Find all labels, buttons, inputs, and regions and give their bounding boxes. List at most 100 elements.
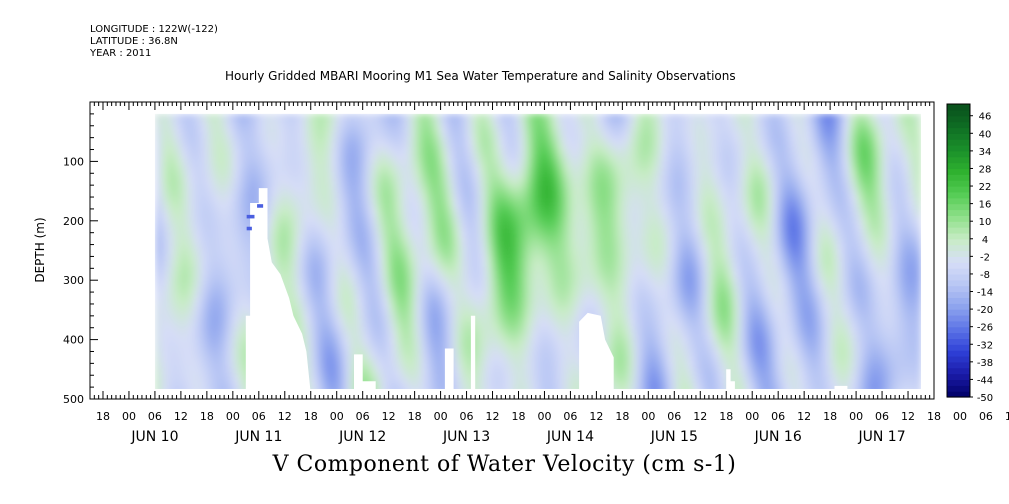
heatmap-cell: [343, 370, 351, 376]
heatmap-cell: [635, 332, 643, 338]
heatmap-cell: [531, 351, 539, 357]
heatmap-cell: [226, 204, 234, 210]
heatmap-cell: [239, 308, 247, 315]
heatmap-cell: [310, 185, 318, 191]
heatmap-cell: [219, 194, 227, 201]
heatmap-cell: [680, 341, 688, 348]
heatmap-cell: [544, 327, 552, 334]
heatmap-cell: [466, 289, 474, 296]
heatmap-cell: [557, 170, 565, 177]
heatmap-cell: [512, 161, 520, 167]
heatmap-cell: [310, 261, 318, 267]
heatmap-cell: [589, 294, 597, 300]
heatmap-cell: [505, 284, 513, 291]
heatmap-cell: [531, 327, 539, 334]
heatmap-cell: [537, 275, 546, 281]
heatmap-cell: [550, 318, 559, 324]
heatmap-cell: [278, 208, 286, 215]
heatmap-cell: [661, 303, 669, 310]
heatmap-cell: [388, 332, 396, 338]
heatmap-cell: [200, 227, 208, 234]
heatmap-cell: [492, 175, 500, 182]
heatmap-cell: [323, 275, 331, 281]
heatmap-cell: [654, 256, 662, 262]
heatmap-cell: [154, 356, 163, 362]
heatmap-cell: [453, 360, 461, 367]
heatmap-cell: [421, 246, 429, 253]
heatmap-cell: [615, 213, 623, 220]
heatmap-cell: [680, 384, 688, 389]
heatmap-cell: [628, 280, 636, 286]
heatmap-cell: [512, 346, 520, 353]
heatmap-cell: [635, 375, 643, 381]
heatmap-cell: [648, 327, 656, 334]
heatmap-cell: [200, 185, 208, 191]
heatmap-cell: [375, 213, 383, 220]
heatmap-cell: [693, 280, 701, 286]
heatmap-cell: [583, 289, 591, 296]
heatmap-cell: [680, 161, 688, 167]
heatmap-cell: [284, 251, 292, 258]
heatmap-cell: [615, 246, 623, 253]
heatmap-cell: [161, 265, 169, 272]
heatmap-cell: [414, 356, 422, 362]
heatmap-cell: [440, 322, 448, 329]
heatmap-cell: [291, 142, 299, 148]
heatmap-cell: [687, 256, 695, 262]
heatmap-cell: [661, 246, 669, 253]
heatmap-cell: [576, 151, 585, 158]
heatmap-cell: [219, 123, 227, 129]
heatmap-cell: [700, 142, 708, 148]
heatmap-cell: [271, 161, 279, 167]
heatmap-cell: [654, 227, 662, 234]
heatmap-cell: [330, 175, 338, 182]
heatmap-cell: [200, 265, 208, 272]
heatmap-cell: [239, 280, 247, 286]
heatmap-cell: [674, 137, 682, 143]
heatmap-cell: [447, 341, 455, 348]
heatmap-cell: [440, 132, 448, 139]
heatmap-cell: [486, 128, 494, 134]
heatmap-cell: [609, 337, 617, 343]
heatmap-cell: [232, 213, 240, 220]
heatmap-cell: [550, 185, 559, 191]
heatmap-cell: [161, 166, 169, 172]
heatmap-cell: [252, 180, 260, 186]
heatmap-cell: [414, 246, 422, 253]
heatmap-cell: [693, 213, 701, 220]
heatmap-cell: [648, 118, 656, 124]
heatmap-cell: [304, 170, 312, 177]
heatmap-cell: [284, 208, 292, 215]
heatmap-cell: [310, 123, 318, 129]
heatmap-cell: [674, 132, 682, 139]
heatmap-cell: [680, 227, 688, 234]
heatmap-cell: [297, 218, 305, 224]
heatmap-cell: [323, 360, 331, 367]
heatmap-cell: [336, 275, 344, 281]
heatmap-cell: [408, 218, 416, 224]
heatmap-cell: [641, 294, 649, 300]
heatmap-cell: [641, 185, 649, 191]
heatmap-cell: [388, 175, 396, 182]
heatmap-cell: [154, 132, 163, 139]
heatmap-cell: [382, 204, 390, 210]
heatmap-cell: [648, 356, 656, 362]
heatmap-cell: [499, 303, 507, 310]
heatmap-cell: [635, 208, 643, 215]
heatmap-cell: [382, 322, 390, 329]
heatmap-cell: [505, 261, 513, 267]
heatmap-cell: [440, 332, 448, 338]
heatmap-cell: [654, 180, 662, 186]
heatmap-cell: [499, 379, 507, 386]
heatmap-cell: [466, 246, 474, 253]
heatmap-cell: [206, 327, 214, 334]
heatmap-cell: [512, 218, 520, 224]
heatmap-cell: [180, 280, 188, 286]
heatmap-cell: [570, 365, 578, 372]
heatmap-cell: [291, 299, 299, 305]
heatmap-cell: [206, 166, 214, 172]
heatmap-cell: [563, 384, 572, 389]
heatmap-cell: [563, 308, 572, 315]
heatmap-cell: [687, 280, 695, 286]
heatmap-cell: [226, 289, 234, 296]
